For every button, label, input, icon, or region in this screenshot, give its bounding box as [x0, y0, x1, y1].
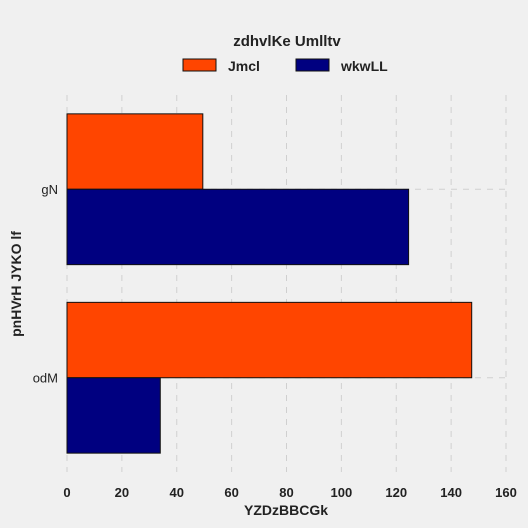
y-tick-label-odm: odM: [33, 370, 58, 385]
bar-wkwll-odm: [66, 377, 161, 454]
x-tick-label-40: 40: [170, 485, 184, 500]
y-axis-label: pnHVrH JYKO lf: [8, 231, 24, 337]
bar-wkwll-gn: [66, 188, 410, 266]
bar-jmcl-gn: [66, 113, 204, 190]
x-tick-label-60: 60: [224, 485, 238, 500]
legend-title: zdhvlKe Umlltv: [233, 33, 341, 50]
bars: [66, 113, 473, 454]
y-tick-labels: gN odM: [33, 182, 58, 386]
x-tick-labels: 0 20 40 60 80 100 120 140 160: [63, 485, 516, 500]
legend-label-jmcl: Jmcl: [228, 58, 260, 74]
x-tick-label-100: 100: [331, 485, 353, 500]
legend: zdhvlKe Umlltv Jmcl wkwLL: [182, 33, 388, 74]
x-tick-label-140: 140: [440, 485, 462, 500]
x-tick-label-120: 120: [385, 485, 407, 500]
legend-swatch-wkwll: [295, 58, 330, 72]
x-tick-label-20: 20: [115, 485, 129, 500]
x-tick-label-0: 0: [63, 485, 70, 500]
legend-label-wkwll: wkwLL: [340, 58, 388, 74]
x-axis-label: YZDzBBCGk: [244, 502, 328, 518]
legend-swatch-jmcl: [182, 58, 217, 72]
x-tick-label-160: 160: [495, 485, 517, 500]
y-tick-label-gn: gN: [41, 182, 58, 197]
x-tick-label-80: 80: [279, 485, 293, 500]
bar-jmcl-odm: [66, 301, 473, 379]
